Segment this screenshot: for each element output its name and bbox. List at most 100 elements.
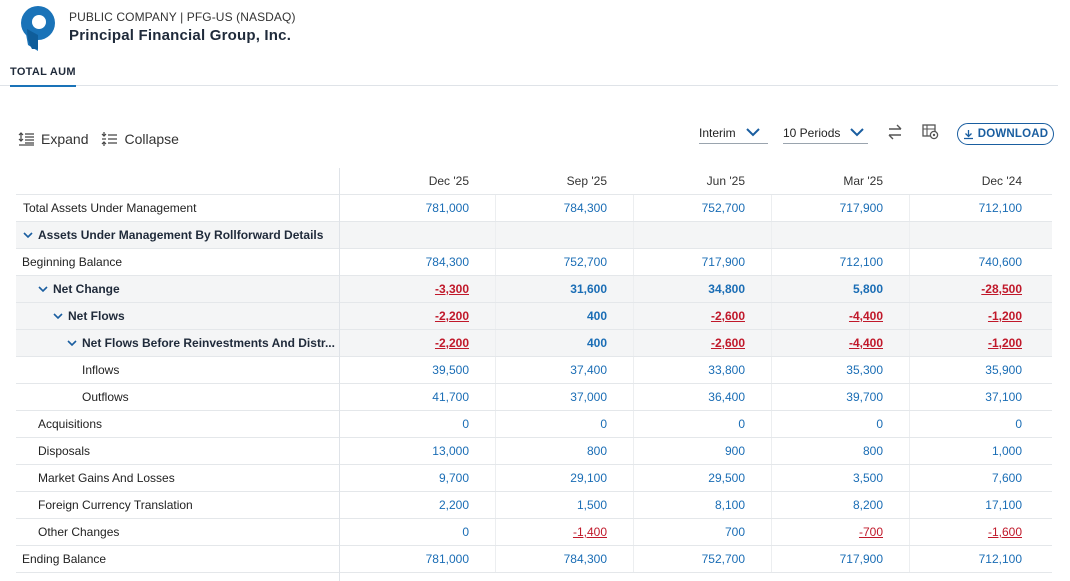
tab-total-aum[interactable]: TOTAL AUM [10,66,76,87]
value-cell[interactable]: 1,500 [576,498,607,512]
value-cell[interactable]: 800 [862,444,883,458]
value-cell[interactable]: 8,200 [852,498,883,512]
column-divider [771,384,772,410]
value-cell[interactable]: 37,400 [570,363,607,377]
value-cell[interactable]: 39,500 [432,363,469,377]
value-cell[interactable]: 35,900 [985,363,1022,377]
table-header-row: Dec '25 Sep '25 Jun '25 Mar '25 Dec '24 [16,168,1052,195]
periods-select[interactable]: 10 Periods [783,122,868,144]
value-cell[interactable]: -2,200 [434,309,469,323]
row-label[interactable]: Assets Under Management By Rollforward D… [23,222,323,248]
column-divider [495,303,496,329]
value-cell[interactable]: 781,000 [425,201,469,215]
value-cell[interactable]: 800 [586,444,607,458]
value-cell[interactable]: 752,700 [701,201,745,215]
value-cell[interactable]: 36,400 [708,390,745,404]
value-cell[interactable]: 752,700 [563,255,607,269]
column-divider [771,546,772,572]
value-cell[interactable]: -700 [858,525,883,539]
row-label[interactable]: Net Change [38,276,120,302]
value-cell[interactable]: 13,000 [432,444,469,458]
column-divider [495,492,496,518]
row-label[interactable]: Net Flows [53,303,125,329]
value-cell[interactable]: 9,700 [438,471,469,485]
value-cell[interactable]: 0 [462,525,469,539]
value-cell[interactable]: 37,000 [570,390,607,404]
value-cell[interactable]: 717,900 [701,255,745,269]
value-cell[interactable]: 37,100 [985,390,1022,404]
value-cell[interactable]: -2,200 [434,336,469,350]
row-label: Total Assets Under Management [23,195,196,221]
value-cell[interactable]: -4,400 [848,336,883,350]
value-cell[interactable]: -1,400 [572,525,607,539]
chevron-down-icon[interactable] [53,312,63,320]
value-cell[interactable]: 740,600 [978,255,1022,269]
value-cell[interactable]: 0 [600,417,607,431]
value-cell[interactable]: 29,100 [570,471,607,485]
column-header[interactable]: Dec '24 [981,174,1022,188]
value-cell[interactable]: 700 [724,525,745,539]
value-cell[interactable]: 0 [876,417,883,431]
chevron-down-icon[interactable] [38,285,48,293]
value-cell[interactable]: 717,900 [839,201,883,215]
value-cell[interactable]: 781,000 [425,552,469,566]
company-logo-icon [21,6,55,51]
column-divider [495,465,496,491]
value-cell[interactable]: 3,500 [852,471,883,485]
row-label: Outflows [82,384,129,410]
swap-columns-button[interactable] [887,124,903,145]
value-cell[interactable]: 900 [724,444,745,458]
collapse-icon [102,132,118,146]
periods-value: 10 Periods [783,125,841,140]
column-header[interactable]: Sep '25 [566,174,607,188]
value-cell[interactable]: 34,800 [708,282,745,296]
chevron-down-icon[interactable] [23,231,33,239]
value-cell[interactable]: 2,200 [438,498,469,512]
value-cell[interactable]: 400 [586,309,607,323]
value-cell[interactable]: -28,500 [981,282,1022,296]
value-cell[interactable]: 784,300 [563,552,607,566]
value-cell[interactable]: -1,200 [987,309,1022,323]
column-header[interactable]: Mar '25 [843,174,883,188]
value-cell[interactable]: 8,100 [714,498,745,512]
value-cell[interactable]: -2,600 [710,309,745,323]
column-header[interactable]: Jun '25 [706,174,745,188]
expand-button[interactable]: Expand [18,131,88,147]
value-cell[interactable]: 39,700 [846,390,883,404]
value-cell[interactable]: 752,700 [701,552,745,566]
column-header[interactable]: Dec '25 [428,174,469,188]
value-cell[interactable]: 712,100 [978,552,1022,566]
value-cell[interactable]: 17,100 [985,498,1022,512]
value-cell[interactable]: 35,300 [846,363,883,377]
value-cell[interactable]: -1,600 [987,525,1022,539]
value-cell[interactable]: 400 [586,336,607,350]
value-cell[interactable]: -3,300 [434,282,469,296]
value-cell[interactable]: -4,400 [848,309,883,323]
value-cell[interactable]: 1,000 [991,444,1022,458]
table-row: Assets Under Management By Rollforward D… [16,222,1052,249]
value-cell[interactable]: 784,300 [425,255,469,269]
column-divider [909,303,910,329]
value-cell[interactable]: 0 [738,417,745,431]
value-cell[interactable]: 717,900 [839,552,883,566]
value-cell[interactable]: -1,200 [987,336,1022,350]
value-cell[interactable]: 712,100 [839,255,883,269]
value-cell[interactable]: 0 [462,417,469,431]
row-label-text: Acquisitions [38,417,103,431]
value-cell[interactable]: -2,600 [710,336,745,350]
value-cell[interactable]: 712,100 [978,201,1022,215]
collapse-button[interactable]: Collapse [101,131,179,147]
row-label[interactable]: Net Flows Before Reinvestments And Distr… [67,330,335,356]
value-cell[interactable]: 33,800 [708,363,745,377]
value-cell[interactable]: 5,800 [852,282,883,296]
value-cell[interactable]: 784,300 [563,201,607,215]
value-cell[interactable]: 7,600 [991,471,1022,485]
period-type-select[interactable]: Interim [699,122,768,144]
value-cell[interactable]: 29,500 [708,471,745,485]
value-cell[interactable]: 0 [1015,417,1022,431]
chevron-down-icon[interactable] [67,339,77,347]
table-settings-button[interactable] [922,124,939,145]
value-cell[interactable]: 31,600 [570,282,607,296]
value-cell[interactable]: 41,700 [432,390,469,404]
download-button[interactable]: DOWNLOAD [957,123,1054,145]
